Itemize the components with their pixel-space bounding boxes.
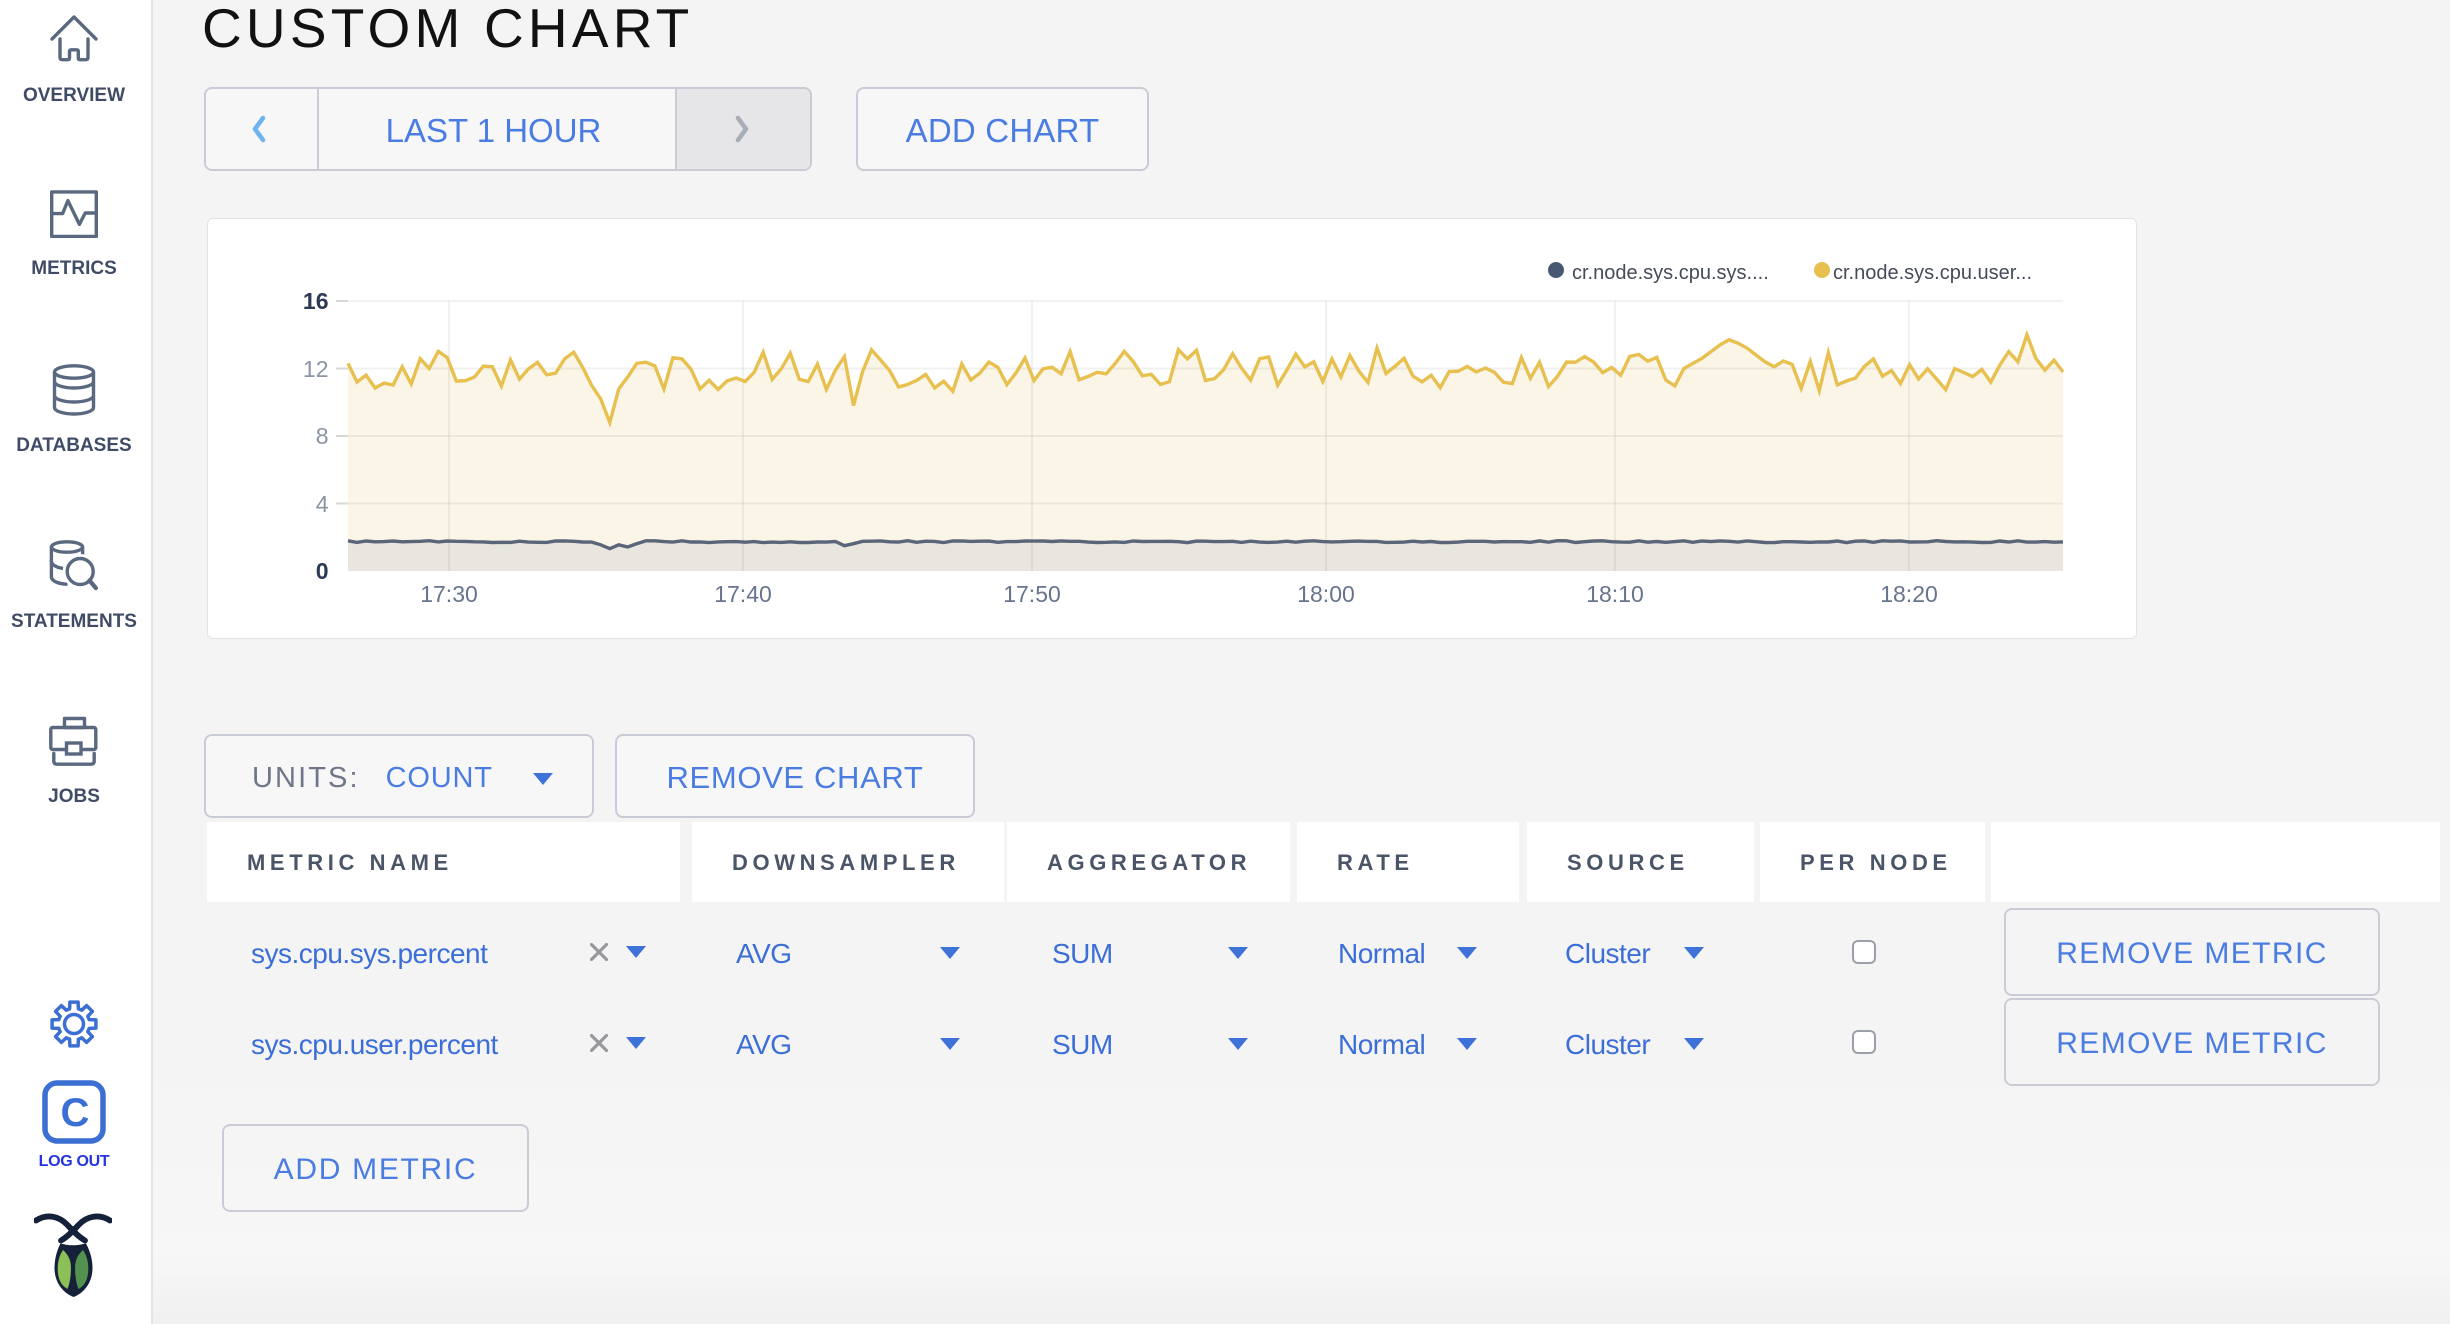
svg-text:C: C <box>61 1091 90 1135</box>
svg-text:18:00: 18:00 <box>1297 581 1355 607</box>
svg-text:0: 0 <box>316 558 329 584</box>
svg-text:12: 12 <box>303 356 329 382</box>
svg-text:cr.node.sys.cpu.user...: cr.node.sys.cpu.user... <box>1833 262 2032 284</box>
svg-text:18:20: 18:20 <box>1880 581 1938 607</box>
svg-text:4: 4 <box>316 491 329 517</box>
svg-text:16: 16 <box>303 288 329 314</box>
svg-text:17:50: 17:50 <box>1003 581 1061 607</box>
svg-text:17:40: 17:40 <box>714 581 772 607</box>
svg-text:8: 8 <box>316 423 329 449</box>
svg-text:cr.node.sys.cpu.sys....: cr.node.sys.cpu.sys.... <box>1572 262 1769 284</box>
svg-text:17:30: 17:30 <box>420 581 478 607</box>
svg-text:18:10: 18:10 <box>1586 581 1644 607</box>
